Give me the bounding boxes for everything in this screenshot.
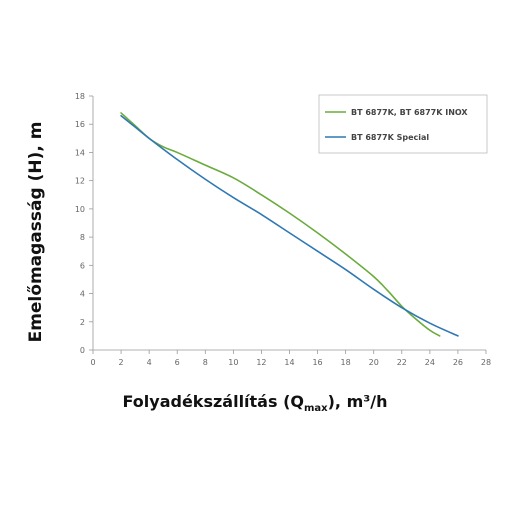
x-tick-label: 0 [90, 358, 95, 367]
x-tick-label: 2 [119, 358, 124, 367]
axes [89, 95, 487, 354]
x-tick-label: 8 [203, 358, 208, 367]
legend-box [318, 94, 488, 154]
y-tick-label: 10 [75, 205, 85, 214]
x-tick-label: 4 [147, 358, 152, 367]
y-tick-label: 16 [75, 120, 85, 129]
y-tick-label: 14 [75, 148, 85, 157]
x-tick-label: 12 [256, 358, 266, 367]
y-tick-label: 6 [80, 261, 85, 270]
y-tick-label: 4 [80, 290, 85, 299]
x-tick-label: 26 [453, 358, 463, 367]
legend: BT 6877K, BT 6877K INOX BT 6877K Special [318, 94, 488, 154]
y-tick-label: 2 [80, 318, 85, 327]
y-tick-label: 8 [80, 233, 85, 242]
y-tick-label: 18 [75, 92, 85, 101]
series-line-2 [120, 114, 459, 337]
x-tick-label: 6 [175, 358, 180, 367]
x-tick-label: 18 [341, 358, 351, 367]
series-lines [120, 112, 459, 337]
x-tick-label: 10 [228, 358, 238, 367]
x-tick-label: 22 [397, 358, 407, 367]
y-tick-label: 0 [80, 346, 85, 355]
legend-label-1: BT 6877K, BT 6877K INOX [351, 108, 468, 117]
x-axis-label: Folyadékszállítás (Qmax), m³/h [123, 392, 388, 414]
x-tick-label: 24 [425, 358, 435, 367]
y-axis-label: Emelőmagasság (H), m [26, 122, 46, 343]
x-tick-label: 16 [312, 358, 322, 367]
x-tick-label: 14 [284, 358, 294, 367]
legend-label-2: BT 6877K Special [351, 133, 429, 142]
x-tick-label: 20 [369, 358, 379, 367]
y-tick-label: 12 [75, 177, 85, 186]
x-tick-label: 28 [481, 358, 491, 367]
